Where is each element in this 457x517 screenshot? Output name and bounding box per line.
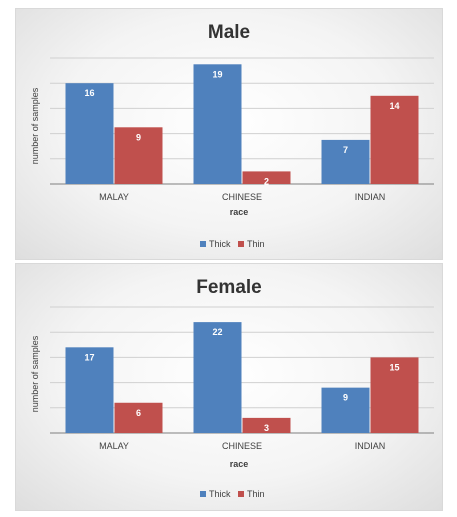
- bar-thick-chinese: [193, 64, 242, 184]
- category-labels: MALAY CHINESE INDIAN: [99, 441, 385, 451]
- bar-thin-indian: [370, 357, 419, 433]
- data-label: 9: [136, 132, 141, 142]
- chart-title: Female: [196, 277, 261, 298]
- data-labels: 16 9 19 2 7 14: [84, 69, 399, 186]
- bar-thin-chinese: [242, 171, 291, 184]
- female-chart-panel: Female 17 6 22 3 9 15 MALAY CHINESE INDIAN race…: [15, 263, 443, 511]
- legend: Thick Thin: [200, 489, 265, 499]
- bar-thick-malay: [65, 347, 114, 433]
- male-chart-panel: Male 16 9 19 2 7 14 MALAY CHINESE INDIAN race n…: [15, 8, 443, 260]
- data-label: 9: [343, 393, 348, 403]
- bar-thin-indian: [370, 95, 419, 184]
- category-label: MALAY: [99, 192, 129, 202]
- legend-swatch-thin: [238, 241, 244, 247]
- data-label: 2: [264, 176, 269, 186]
- legend-label-thick: Thick: [209, 239, 231, 249]
- gridlines: [50, 306, 434, 434]
- data-label: 6: [136, 408, 141, 418]
- x-axis-title: race: [230, 459, 249, 469]
- category-label: CHINESE: [222, 441, 262, 451]
- bar-thick-indian: [321, 139, 370, 184]
- data-label: 22: [212, 327, 222, 337]
- bar-thin-malay: [114, 127, 163, 184]
- x-axis-title: race: [230, 207, 249, 217]
- category-label: MALAY: [99, 441, 129, 451]
- legend-swatch-thin: [238, 491, 244, 497]
- legend-label-thin: Thin: [247, 489, 265, 499]
- data-label: 17: [84, 352, 94, 362]
- legend-label-thin: Thin: [247, 239, 265, 249]
- category-labels: MALAY CHINESE INDIAN: [99, 192, 385, 202]
- data-label: 3: [264, 423, 269, 433]
- data-label: 16: [84, 88, 94, 98]
- data-label: 7: [343, 145, 348, 155]
- legend-swatch-thick: [200, 491, 206, 497]
- bar-thin-malay: [114, 402, 163, 433]
- legend-swatch-thick: [200, 241, 206, 247]
- data-label: 15: [389, 362, 399, 372]
- y-axis-title: number of samples: [30, 87, 40, 164]
- category-label: INDIAN: [355, 192, 386, 202]
- gridlines: [50, 57, 434, 185]
- data-labels: 17 6 22 3 9 15: [84, 327, 399, 433]
- bar-thick-chinese: [193, 322, 242, 433]
- data-label: 19: [212, 69, 222, 79]
- chart-title: Male: [208, 22, 250, 43]
- bar-thick-malay: [65, 83, 114, 184]
- data-label: 14: [389, 101, 399, 111]
- male-chart: Male 16 9 19 2 7 14 MALAY CHINESE INDIAN race n…: [30, 22, 434, 249]
- legend-label-thick: Thick: [209, 489, 231, 499]
- bars: [65, 64, 419, 184]
- bars: [65, 322, 419, 433]
- legend: Thick Thin: [200, 239, 265, 249]
- category-label: INDIAN: [355, 441, 386, 451]
- bar-thin-chinese: [242, 417, 291, 433]
- y-axis-title: number of samples: [30, 335, 40, 412]
- category-label: CHINESE: [222, 192, 262, 202]
- bar-thick-indian: [321, 387, 370, 433]
- female-chart: Female 17 6 22 3 9 15 MALAY CHINESE INDIAN race…: [30, 277, 434, 499]
